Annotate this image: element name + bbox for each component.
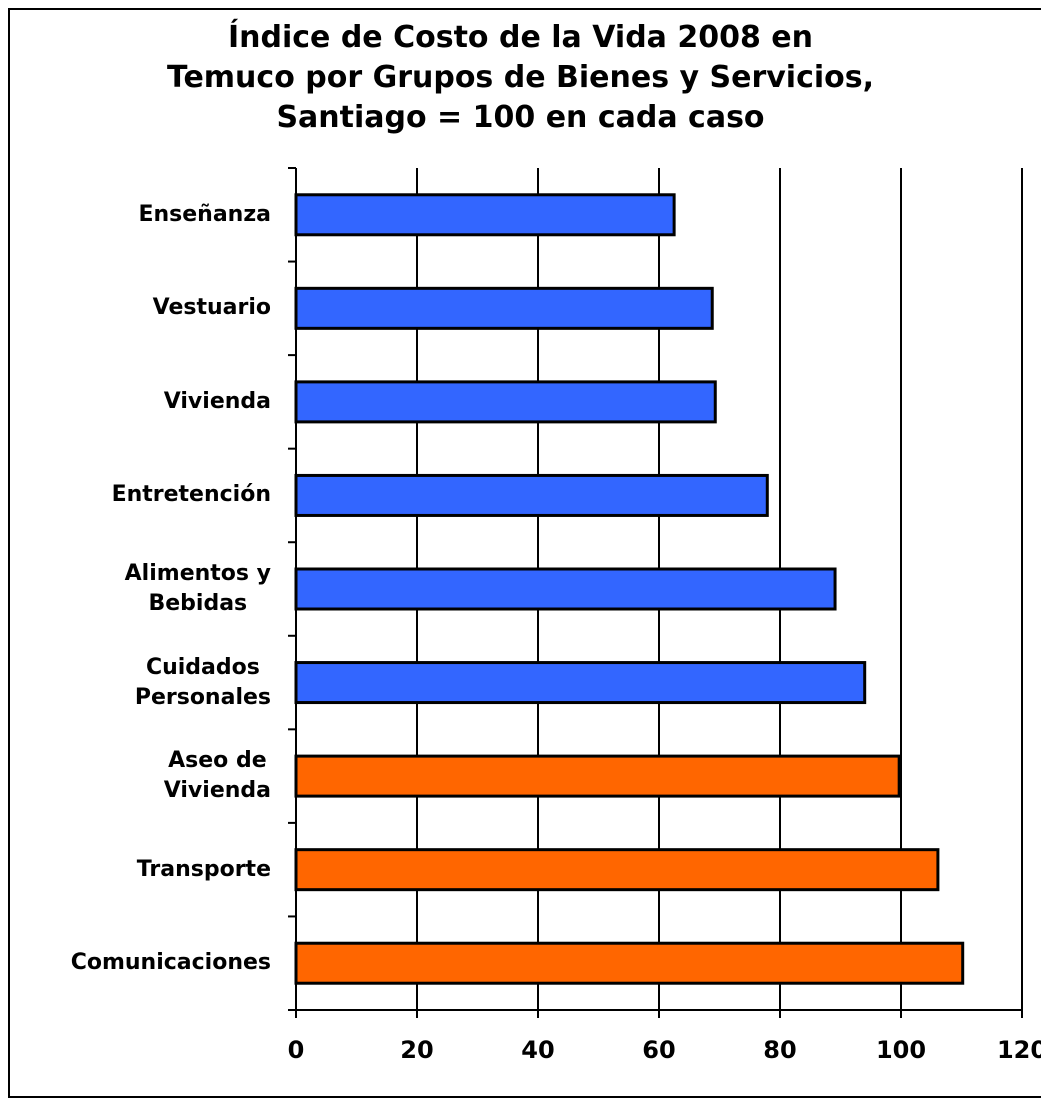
- bar: [294, 941, 965, 985]
- bar: [294, 193, 676, 237]
- y-tick-label: Vestuario: [152, 295, 271, 321]
- bar: [294, 380, 717, 424]
- y-tick-label: Vivienda: [163, 388, 271, 414]
- y-tick-label: Alimentos y Bebidas: [124, 561, 271, 616]
- x-tick-label: 80: [763, 1036, 796, 1064]
- x-tick-label: 100: [876, 1036, 926, 1064]
- bar: [294, 286, 714, 330]
- x-tick-label: 20: [400, 1036, 433, 1064]
- x-tick-label: 40: [521, 1036, 554, 1064]
- bar: [294, 473, 769, 517]
- y-tick-label: Enseñanza: [138, 201, 271, 227]
- y-tick-label: Comunicaciones: [70, 950, 271, 976]
- bar: [294, 661, 867, 705]
- y-tick-label: Aseo de Vivienda: [163, 748, 271, 804]
- y-tick-label: Cuidados Personales: [134, 654, 271, 710]
- y-tick-label: Entretención: [111, 482, 271, 508]
- x-tick-label: 60: [642, 1036, 675, 1064]
- y-tick-label: Transporte: [136, 856, 271, 882]
- x-tick-label: 0: [288, 1036, 305, 1064]
- bar: [294, 567, 837, 611]
- x-tick-label: 120: [997, 1036, 1041, 1064]
- bar: [294, 754, 901, 798]
- bar: [294, 848, 940, 892]
- chart-title: Índice de Costo de la Vida 2008 en Temuc…: [166, 20, 875, 135]
